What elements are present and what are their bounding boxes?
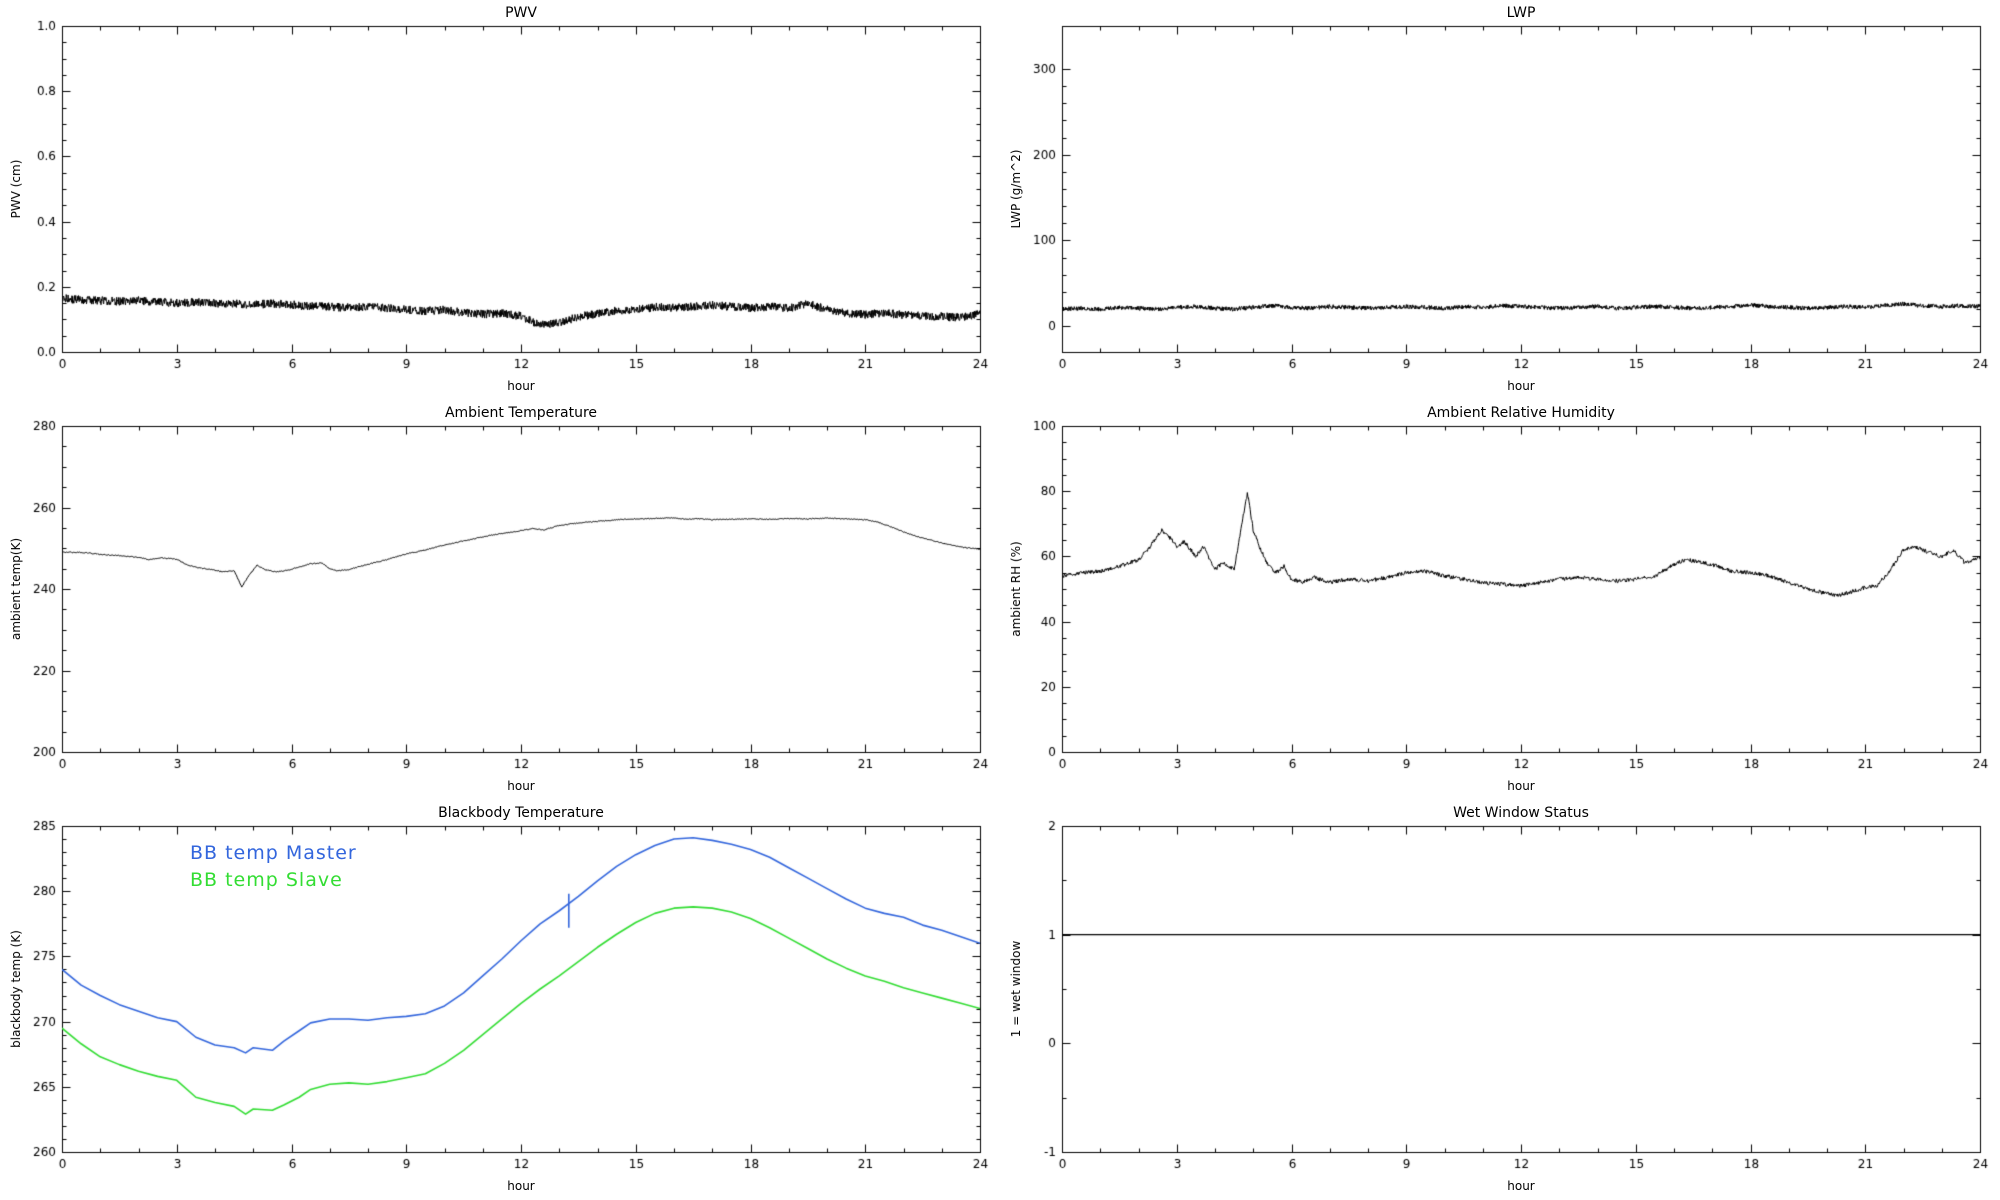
ambient-temperature-plot-canvas <box>0 400 1000 800</box>
chart-title: PWV <box>505 5 537 21</box>
y-axis-label: blackbody temp (K) <box>9 930 23 1048</box>
legend-entry-slave: BB temp Slave <box>190 869 343 891</box>
y-axis-label: LWP (g/m^2) <box>1009 149 1023 229</box>
y-axis-label: ambient RH (%) <box>1009 541 1023 637</box>
y-axis-label: PWV (cm) <box>9 159 23 219</box>
chart-ambient-temperature: Ambient Temperature ambient temp(K) hour <box>0 400 1000 800</box>
lwp-plot-canvas <box>1000 0 2000 400</box>
x-axis-label: hour <box>1507 379 1535 393</box>
bb-temp-legend: BB temp Master BB temp Slave <box>190 840 357 894</box>
y-axis-label: ambient temp(K) <box>9 537 23 641</box>
chart-blackbody-temperature: Blackbody Temperature blackbody temp (K)… <box>0 800 1000 1200</box>
ambient-rh-plot-canvas <box>1000 400 2000 800</box>
chart-wet-window-status: Wet Window Status 1 = wet window hour <box>1000 800 2000 1200</box>
x-axis-label: hour <box>507 1179 535 1193</box>
x-axis-label: hour <box>1507 779 1535 793</box>
x-axis-label: hour <box>507 379 535 393</box>
chart-pwv: PWV PWV (cm) hour <box>0 0 1000 400</box>
wet-window-status-plot-canvas <box>1000 800 2000 1200</box>
x-axis-label: hour <box>507 779 535 793</box>
pwv-plot-canvas <box>0 0 1000 400</box>
chart-title: LWP <box>1506 5 1536 21</box>
legend-entry-master: BB temp Master <box>190 842 357 864</box>
blackbody-temperature-plot-canvas <box>0 800 1000 1200</box>
chart-title: Ambient Temperature <box>444 405 598 421</box>
y-axis-label: 1 = wet window <box>1009 940 1023 1038</box>
chart-title: Wet Window Status <box>1453 805 1589 821</box>
chart-lwp: LWP LWP (g/m^2) hour <box>1000 0 2000 400</box>
chart-ambient-relative-humidity: Ambient Relative Humidity ambient RH (%)… <box>1000 400 2000 800</box>
chart-title: Ambient Relative Humidity <box>1427 405 1615 421</box>
chart-title: Blackbody Temperature <box>438 805 604 821</box>
x-axis-label: hour <box>1507 1179 1535 1193</box>
